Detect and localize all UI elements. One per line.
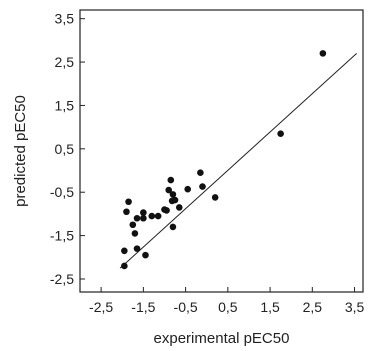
data-point <box>163 207 170 214</box>
data-point <box>123 208 130 216</box>
data-point <box>131 230 139 237</box>
data-point <box>165 186 173 194</box>
data-point <box>140 209 147 216</box>
data-point <box>125 198 132 206</box>
x-tick-label: 3,5 <box>345 299 365 315</box>
y-tick-label: 1,5 <box>55 97 75 113</box>
y-tick-label: 0,5 <box>55 141 75 157</box>
regression-line <box>119 53 358 269</box>
x-axis-title: experimental pEC50 <box>154 330 290 347</box>
data-point <box>171 196 179 204</box>
y-tick-label: -1,5 <box>50 228 74 244</box>
x-tick-label: 1,5 <box>260 299 280 315</box>
x-tick-label: 0,5 <box>218 299 238 315</box>
y-tick-label: -2,5 <box>50 271 74 287</box>
y-tick-label: 3,5 <box>55 11 75 27</box>
data-point <box>133 214 141 222</box>
data-point <box>319 50 327 57</box>
y-tick-label: 2,5 <box>55 54 75 70</box>
y-axis: -2,5 -1,5 -0,5 0,5 1,5 2,5 3,5 <box>50 11 85 287</box>
data-point <box>197 169 204 176</box>
y-axis-title: predicted pEC50 <box>12 95 29 207</box>
data-point <box>142 251 149 259</box>
data-point <box>133 245 141 252</box>
data-point <box>277 130 284 137</box>
data-point <box>169 223 177 231</box>
data-point <box>154 212 162 220</box>
x-tick-label: -1,5 <box>131 299 155 315</box>
data-point <box>175 204 183 211</box>
data-points <box>121 50 327 270</box>
data-point <box>167 176 175 184</box>
x-tick-label: 2,5 <box>303 299 323 315</box>
data-point <box>121 262 128 270</box>
plot-frame <box>79 9 364 293</box>
x-tick-label: -0,5 <box>174 299 198 315</box>
data-point <box>199 183 206 190</box>
data-point <box>148 212 156 220</box>
y-tick-label: -0,5 <box>50 184 74 200</box>
data-point <box>121 247 128 255</box>
data-point <box>129 221 137 229</box>
x-tick-label: -2,5 <box>89 299 113 315</box>
data-point <box>169 191 177 198</box>
data-point <box>211 194 219 201</box>
x-axis: -2,5 -1,5 -0,5 0,5 1,5 2,5 3,5 <box>89 287 364 315</box>
data-point <box>140 214 147 222</box>
data-point <box>184 185 192 193</box>
